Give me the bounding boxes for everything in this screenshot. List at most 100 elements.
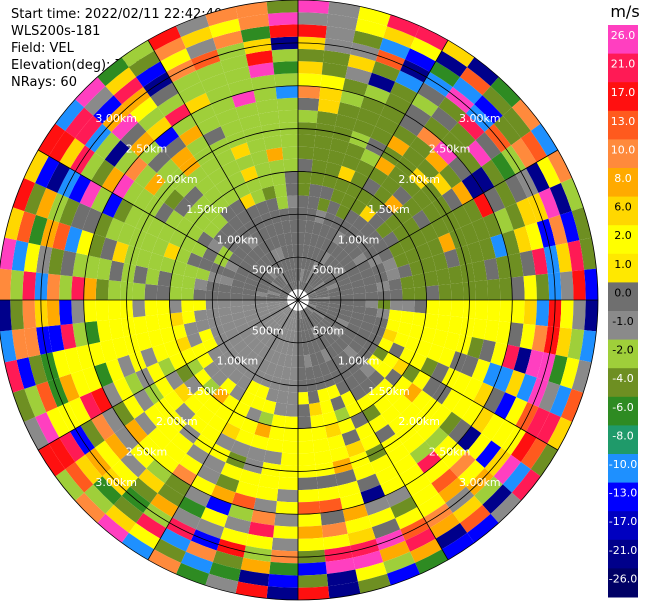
ppi-cell [229, 353, 245, 369]
ppi-cell [255, 200, 270, 216]
ppi-cell [347, 527, 376, 546]
ppi-cell [59, 138, 85, 169]
colorbar-tick-label: 26.0 [611, 29, 636, 42]
ppi-cell [352, 368, 368, 385]
ppi-cell [366, 354, 383, 370]
azimuth-spoke [297, 299, 559, 451]
ppi-cell [186, 443, 210, 465]
ppi-cell [242, 300, 255, 306]
ppi-cell [316, 303, 329, 310]
ppi-cell [298, 586, 330, 600]
ring-label: 2.00km [156, 415, 198, 428]
ppi-cell [112, 173, 135, 199]
ppi-cell [251, 369, 266, 385]
ppi-cell [310, 260, 320, 273]
ppi-cell [268, 305, 281, 313]
ppi-cell [70, 202, 91, 230]
ppi-cell [150, 82, 179, 107]
ppi-cell [424, 459, 450, 484]
ppi-cell [112, 336, 129, 359]
ppi-cell [242, 304, 256, 312]
ppi-cell [298, 195, 309, 209]
ppi-cell [288, 379, 298, 393]
ppi-cell [129, 443, 155, 469]
ppi-cell [516, 373, 537, 403]
ppi-cell [228, 333, 244, 348]
ppi-cell [471, 260, 488, 282]
ppi-cell [567, 328, 585, 360]
ppi-cell [375, 221, 393, 239]
ppi-cells [0, 0, 598, 600]
ppi-cell [266, 0, 298, 14]
ppi-cell [220, 54, 249, 73]
ppi-cell [156, 300, 170, 315]
ppi-cell [399, 463, 425, 486]
ppi-cell [345, 515, 372, 534]
ppi-cell [451, 181, 474, 205]
ppi-cell [538, 381, 561, 413]
ppi-cell [325, 241, 338, 255]
ppi-cell [337, 235, 352, 250]
ppi-cell [244, 350, 259, 365]
colorbar-segment [608, 396, 638, 426]
ppi-cell [386, 14, 421, 38]
ppi-cell [245, 204, 261, 221]
ppi-cell [120, 451, 147, 478]
ppi-cell [245, 406, 262, 423]
ppi-cell [205, 495, 232, 516]
ppi-cell [325, 358, 339, 374]
ppi-cell [23, 327, 41, 358]
ppi-cell [285, 183, 298, 197]
ring-label: 1.00km [338, 355, 380, 368]
ppi-cell [392, 185, 413, 206]
ppi-cell [93, 476, 122, 505]
ppi-cell [277, 352, 287, 367]
ppi-cell [359, 361, 376, 378]
ppi-cell [113, 495, 144, 523]
ppi-cell [124, 372, 144, 396]
ppi-cell [330, 369, 345, 385]
ppi-cell [111, 113, 139, 141]
ppi-cell [91, 413, 115, 441]
ring-label: 500m [312, 324, 344, 337]
ppi-cell [520, 437, 548, 470]
ppi-cell [298, 24, 327, 39]
ppi-cell [270, 350, 281, 365]
ppi-cell [112, 241, 129, 264]
ppi-cell [373, 395, 393, 415]
ppi-cell [316, 296, 330, 300]
ppi-cell [174, 402, 196, 424]
ppi-cell [337, 102, 361, 120]
ppi-cell [364, 283, 378, 293]
ppi-cell [269, 561, 298, 576]
ppi-cell [467, 336, 484, 359]
ppi-cell [507, 252, 524, 278]
ppi-cell [335, 249, 349, 263]
ppi-cell [59, 275, 73, 300]
ppi-cell [275, 339, 285, 353]
ppi-cell [356, 107, 381, 127]
ppi-cell [100, 339, 118, 363]
ppi-cell [198, 328, 214, 343]
ppi-cell [443, 331, 461, 352]
ppi-cell [247, 249, 261, 263]
ppi-cell [314, 376, 327, 391]
ppi-cell [412, 370, 431, 391]
ppi-cell [499, 277, 513, 300]
ppi-cell [271, 48, 298, 63]
ppi-cell [290, 355, 298, 368]
ppi-cell [473, 382, 494, 408]
ppi-cell [35, 156, 60, 188]
ppi-cell [150, 493, 179, 518]
ppi-cell [65, 107, 94, 139]
ppi-cell [79, 180, 102, 208]
ppi-cell [138, 468, 165, 494]
ppi-cell [274, 513, 298, 527]
ppi-cell [4, 207, 25, 241]
ppi-cell [157, 313, 172, 330]
colorbar-tick-label: 13.0 [611, 115, 636, 128]
ppi-cell [579, 330, 597, 363]
ppi-cell [493, 207, 514, 234]
ppi-cell [228, 252, 244, 267]
ppi-cell [206, 280, 220, 292]
